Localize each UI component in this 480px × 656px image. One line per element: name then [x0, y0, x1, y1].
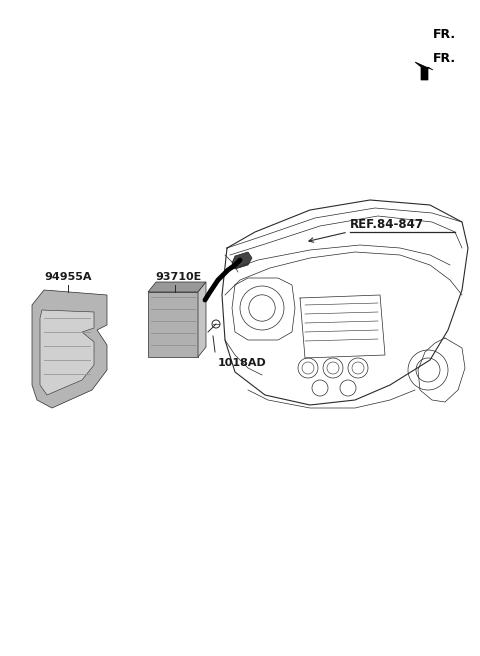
Polygon shape [415, 62, 433, 80]
Polygon shape [148, 292, 198, 357]
Text: FR.: FR. [433, 52, 456, 65]
Polygon shape [40, 310, 94, 395]
Polygon shape [148, 282, 206, 292]
Polygon shape [32, 290, 107, 408]
Text: REF.84-847: REF.84-847 [350, 218, 424, 231]
Polygon shape [232, 252, 252, 269]
Text: 93710E: 93710E [155, 272, 201, 282]
Text: FR.: FR. [433, 28, 456, 41]
Polygon shape [198, 282, 206, 357]
Text: 1018AD: 1018AD [218, 358, 267, 368]
Text: 94955A: 94955A [44, 272, 92, 282]
